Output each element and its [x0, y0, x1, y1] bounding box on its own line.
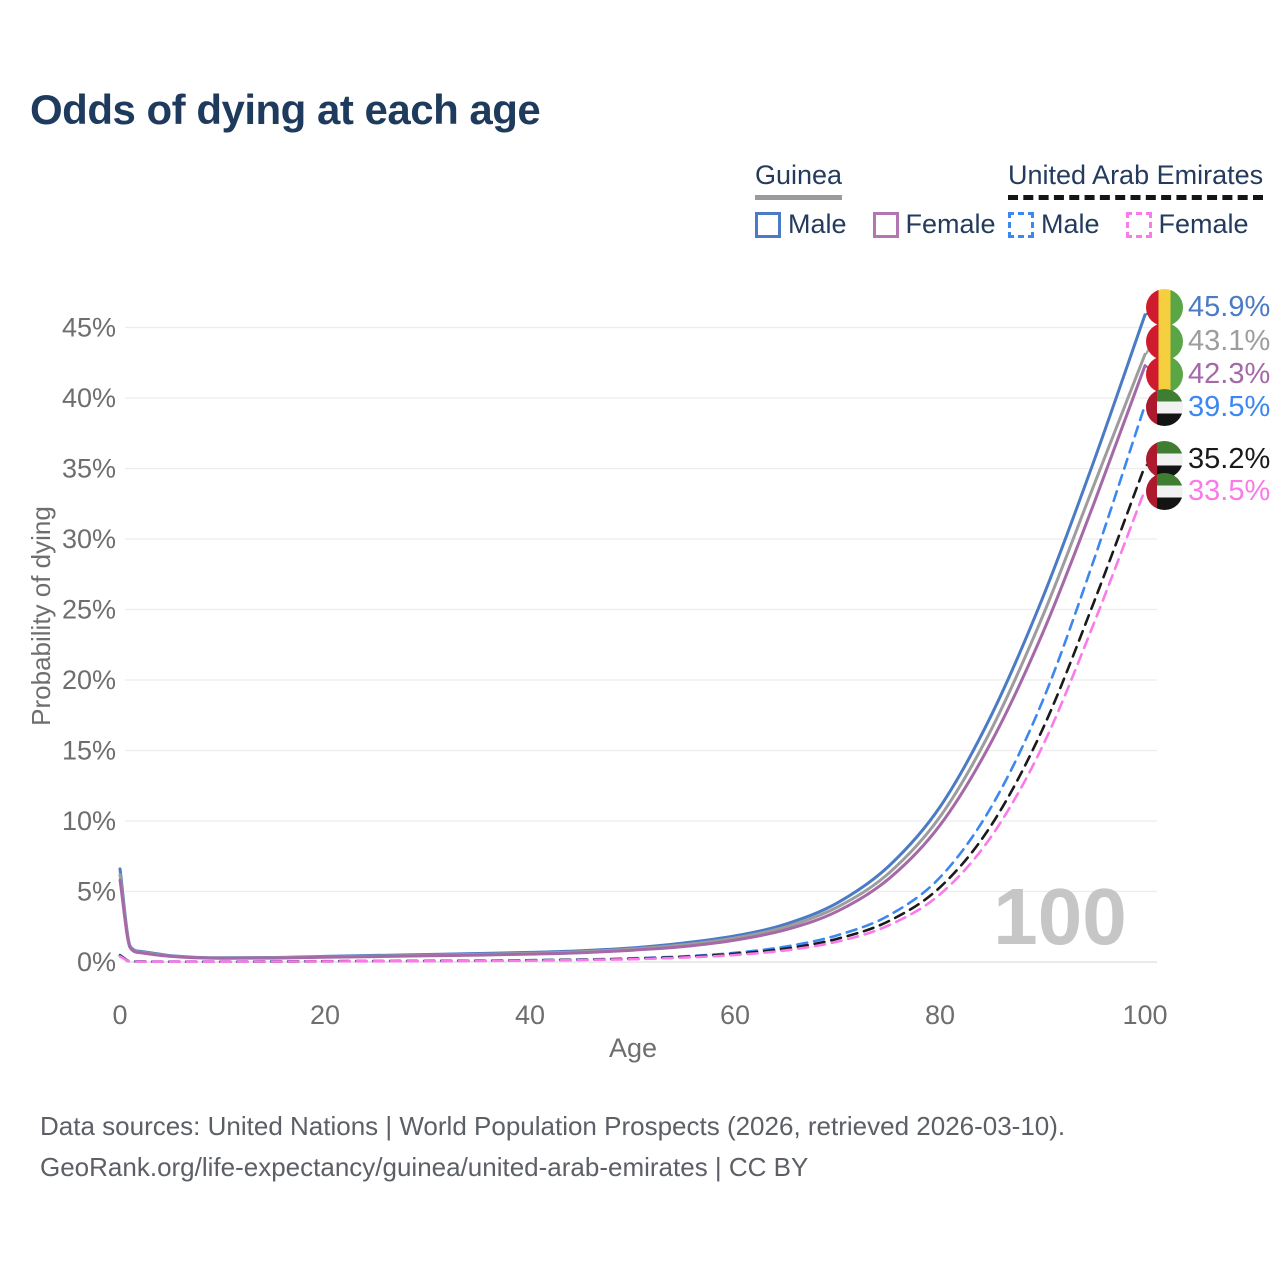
legend-item-uae-male[interactable]: Male [1008, 209, 1100, 240]
x-tick-label: 100 [1122, 1000, 1167, 1030]
y-axis-title: Probability of dying [26, 506, 56, 726]
series-line-guinea-both-sexes[interactable] [118, 352, 1147, 960]
legend-swatch-guinea-male[interactable] [755, 211, 781, 238]
legend-item-uae-female[interactable]: Female [1125, 209, 1249, 240]
guinea-flag-icon [1146, 355, 1183, 393]
end-value: 33.5% [1188, 474, 1271, 507]
y-tick-label: 25% [62, 595, 116, 625]
legend-item-guinea-male[interactable]: Male [755, 209, 847, 240]
x-tick-label: 40 [515, 1000, 545, 1030]
x-tick-label: 20 [310, 1000, 340, 1030]
series-line-united-arab-emirates-female[interactable] [118, 488, 1147, 963]
legend-country-guinea[interactable]: Guinea [755, 160, 843, 200]
y-tick-label: 30% [62, 524, 116, 554]
attribution-line: GeoRank.org/life-expectancy/guinea/unite… [40, 1152, 809, 1182]
legend-label-guinea-female: Female [905, 209, 996, 239]
legend-group-guinea: Guinea Male Female [755, 160, 996, 240]
legend-row-uae: Male Female [1008, 209, 1263, 240]
legend-label-uae-female: Female [1158, 209, 1249, 239]
y-tick-label: 10% [62, 806, 116, 836]
x-tick-label: 80 [925, 1000, 955, 1030]
end-value: 42.3% [1188, 357, 1271, 390]
end-value: 35.2% [1188, 442, 1271, 475]
legend-item-guinea-female[interactable]: Female [872, 209, 996, 240]
end-label-uae-both: 35.2% [1146, 440, 1270, 478]
legend-label-uae-male: Male [1041, 209, 1100, 239]
y-tick-label: 5% [77, 877, 116, 907]
legend-swatch-uae-female[interactable] [1125, 211, 1152, 238]
legend-row-guinea: Male Female [755, 209, 996, 240]
uae-flag-icon [1146, 388, 1183, 426]
x-axis-title: Age [609, 1033, 657, 1063]
guinea-flag-icon [1146, 322, 1183, 360]
end-label-guinea-male: 45.9% [1146, 288, 1270, 326]
y-tick-label: 40% [62, 383, 116, 413]
series-line-guinea-male[interactable] [118, 313, 1147, 960]
end-value: 39.5% [1188, 390, 1271, 423]
legend-swatch-guinea-female[interactable] [872, 211, 899, 238]
end-label-guinea-female: 42.3% [1146, 355, 1270, 393]
series-line-guinea-female[interactable] [118, 364, 1147, 960]
page-title: Odds of dying at each age [30, 86, 541, 133]
legend-label-guinea-male: Male [788, 209, 847, 239]
end-value: 43.1% [1188, 324, 1271, 357]
end-value: 45.9% [1188, 290, 1271, 323]
x-tick-label: 60 [720, 1000, 750, 1030]
series-line-united-arab-emirates-male[interactable] [118, 403, 1147, 963]
legend-country-uae[interactable]: United Arab Emirates [1008, 160, 1264, 200]
y-tick-label: 20% [62, 665, 116, 695]
end-label-uae-male: 39.5% [1146, 388, 1270, 426]
source-line: Data sources: United Nations | World Pop… [40, 1111, 1066, 1141]
guinea-flag-icon [1146, 288, 1183, 326]
y-tick-label: 45% [62, 313, 116, 343]
end-label-uae-female: 33.5% [1146, 472, 1270, 510]
uae-flag-icon [1146, 440, 1183, 478]
end-label-guinea-both: 43.1% [1146, 322, 1270, 360]
y-tick-label: 0% [77, 947, 116, 977]
x-tick-label: 0 [112, 1000, 127, 1030]
uae-flag-icon [1146, 472, 1183, 510]
legend-group-uae: United Arab Emirates Male Female [1008, 160, 1264, 240]
y-tick-label: 15% [62, 736, 116, 766]
y-tick-label: 35% [62, 454, 116, 484]
data-source-note: Data sources: United Nations | World Pop… [40, 1106, 1065, 1188]
legend-swatch-uae-male[interactable] [1008, 211, 1034, 238]
age-watermark: 100 [993, 872, 1126, 961]
